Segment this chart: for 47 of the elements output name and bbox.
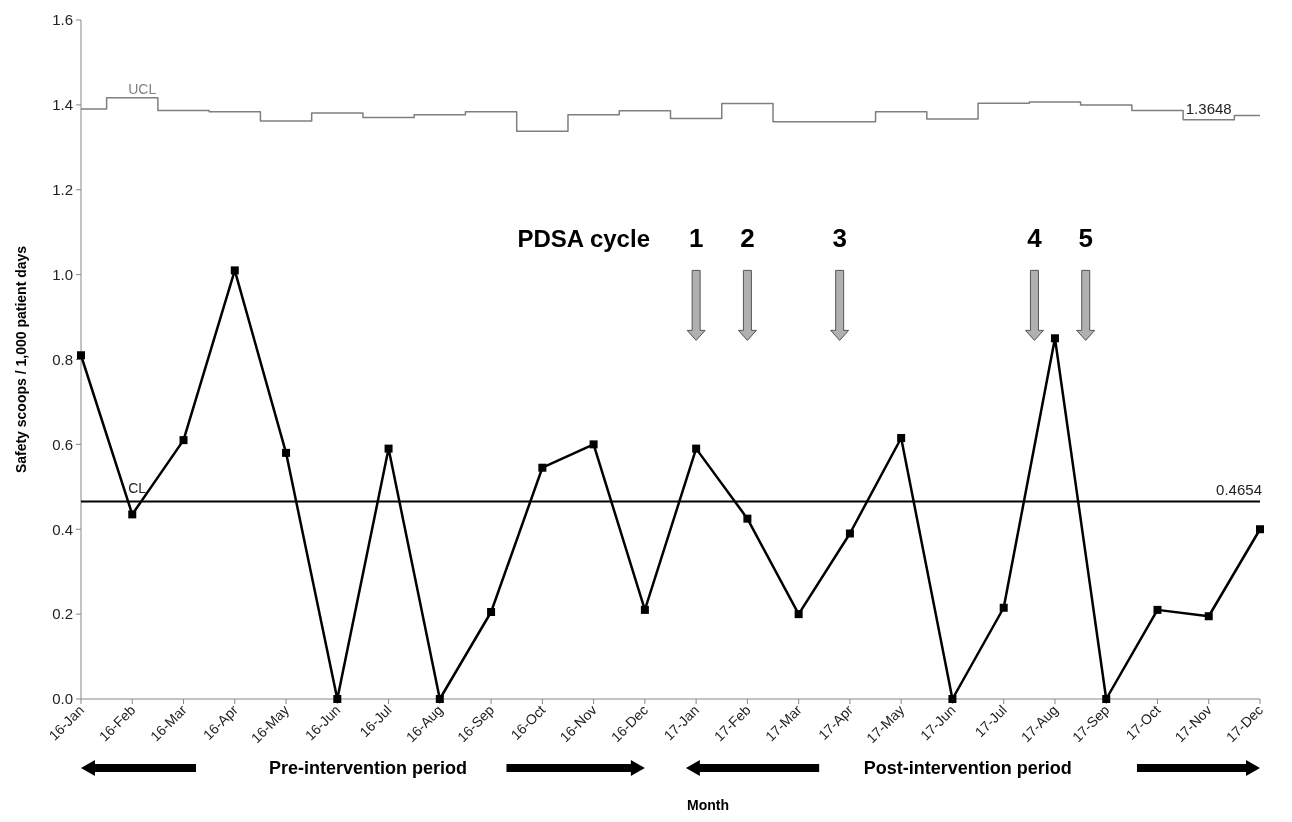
- point: [77, 351, 85, 360]
- y-tick-label: 1.4: [52, 96, 73, 114]
- point: [1256, 525, 1264, 534]
- point: [333, 695, 342, 703]
- point: [538, 463, 547, 472]
- y-tick-label: 0.2: [52, 605, 73, 623]
- point: [1153, 605, 1162, 614]
- point: [230, 266, 239, 275]
- text: Pre-intervention period: [269, 758, 468, 778]
- point: [435, 695, 444, 703]
- annotation: 3: [832, 223, 847, 254]
- x-axis-title: Month: [687, 797, 729, 813]
- annotation: 5: [1078, 223, 1093, 254]
- annotation: PDSA cycle: [517, 225, 650, 253]
- point: [794, 610, 803, 619]
- point: [1204, 612, 1213, 621]
- point: [743, 514, 752, 523]
- series-label: UCL: [128, 80, 157, 97]
- text: Post-intervention period: [863, 758, 1072, 778]
- y-tick-label: 0.6: [52, 435, 73, 453]
- point: [1102, 695, 1111, 703]
- point: [897, 434, 906, 443]
- y-tick-label: 0.8: [52, 350, 73, 368]
- annotation: 0.4654: [1216, 481, 1262, 499]
- point: [1050, 334, 1059, 343]
- point: [845, 529, 854, 538]
- point: [128, 510, 137, 519]
- y-tick-label: 1.2: [52, 181, 73, 198]
- point: [179, 436, 188, 445]
- annotation: 4: [1027, 223, 1043, 254]
- y-tick-label: 0.4: [52, 520, 73, 538]
- point: [999, 603, 1008, 612]
- point: [692, 444, 701, 453]
- point: [487, 608, 496, 616]
- point: [948, 695, 957, 703]
- point: [589, 440, 598, 449]
- point: [282, 448, 291, 457]
- y-axis-title: Safety scoops / 1,000 patient days: [13, 245, 29, 474]
- annotation: 1.3648: [1185, 99, 1232, 117]
- y-tick-label: 0.0: [52, 690, 73, 708]
- y-tick-label: 1.0: [52, 265, 73, 283]
- y-tick-label: 1.6: [52, 11, 73, 29]
- ref-line-label: CL: [128, 480, 147, 497]
- point: [384, 444, 393, 453]
- point: [640, 605, 649, 614]
- annotation: 2: [740, 223, 755, 254]
- annotation: 1: [688, 223, 704, 254]
